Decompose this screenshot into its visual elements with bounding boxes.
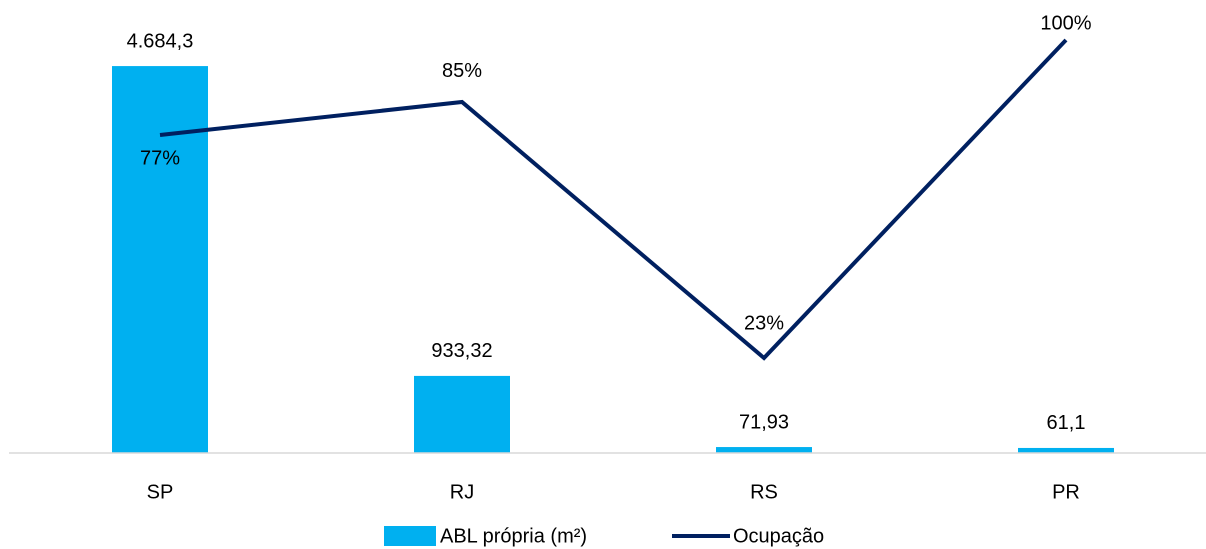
data-label: 100% <box>1040 12 1091 34</box>
bar <box>414 375 510 453</box>
legend-label: ABL própria (m²) <box>440 525 587 547</box>
bar <box>716 447 812 453</box>
line <box>159 38 1068 361</box>
x-tick-label: PR <box>1052 481 1080 503</box>
x-tick-label: RJ <box>450 481 474 503</box>
data-label: 85% <box>442 60 482 82</box>
x-tick-label: RS <box>750 481 778 503</box>
data-label: 4.684,3 <box>127 30 194 52</box>
data-label: 23% <box>744 312 784 334</box>
bar <box>1018 447 1114 453</box>
data-label: 61,1 <box>1047 412 1086 434</box>
data-label: 71,93 <box>739 411 789 433</box>
legend-swatch <box>384 526 436 546</box>
data-label: 933,32 <box>431 340 492 362</box>
legend-label: Ocupação <box>733 525 824 547</box>
bar <box>112 66 208 454</box>
x-tick-label: SP <box>147 481 174 503</box>
data-label: 77% <box>140 147 180 169</box>
